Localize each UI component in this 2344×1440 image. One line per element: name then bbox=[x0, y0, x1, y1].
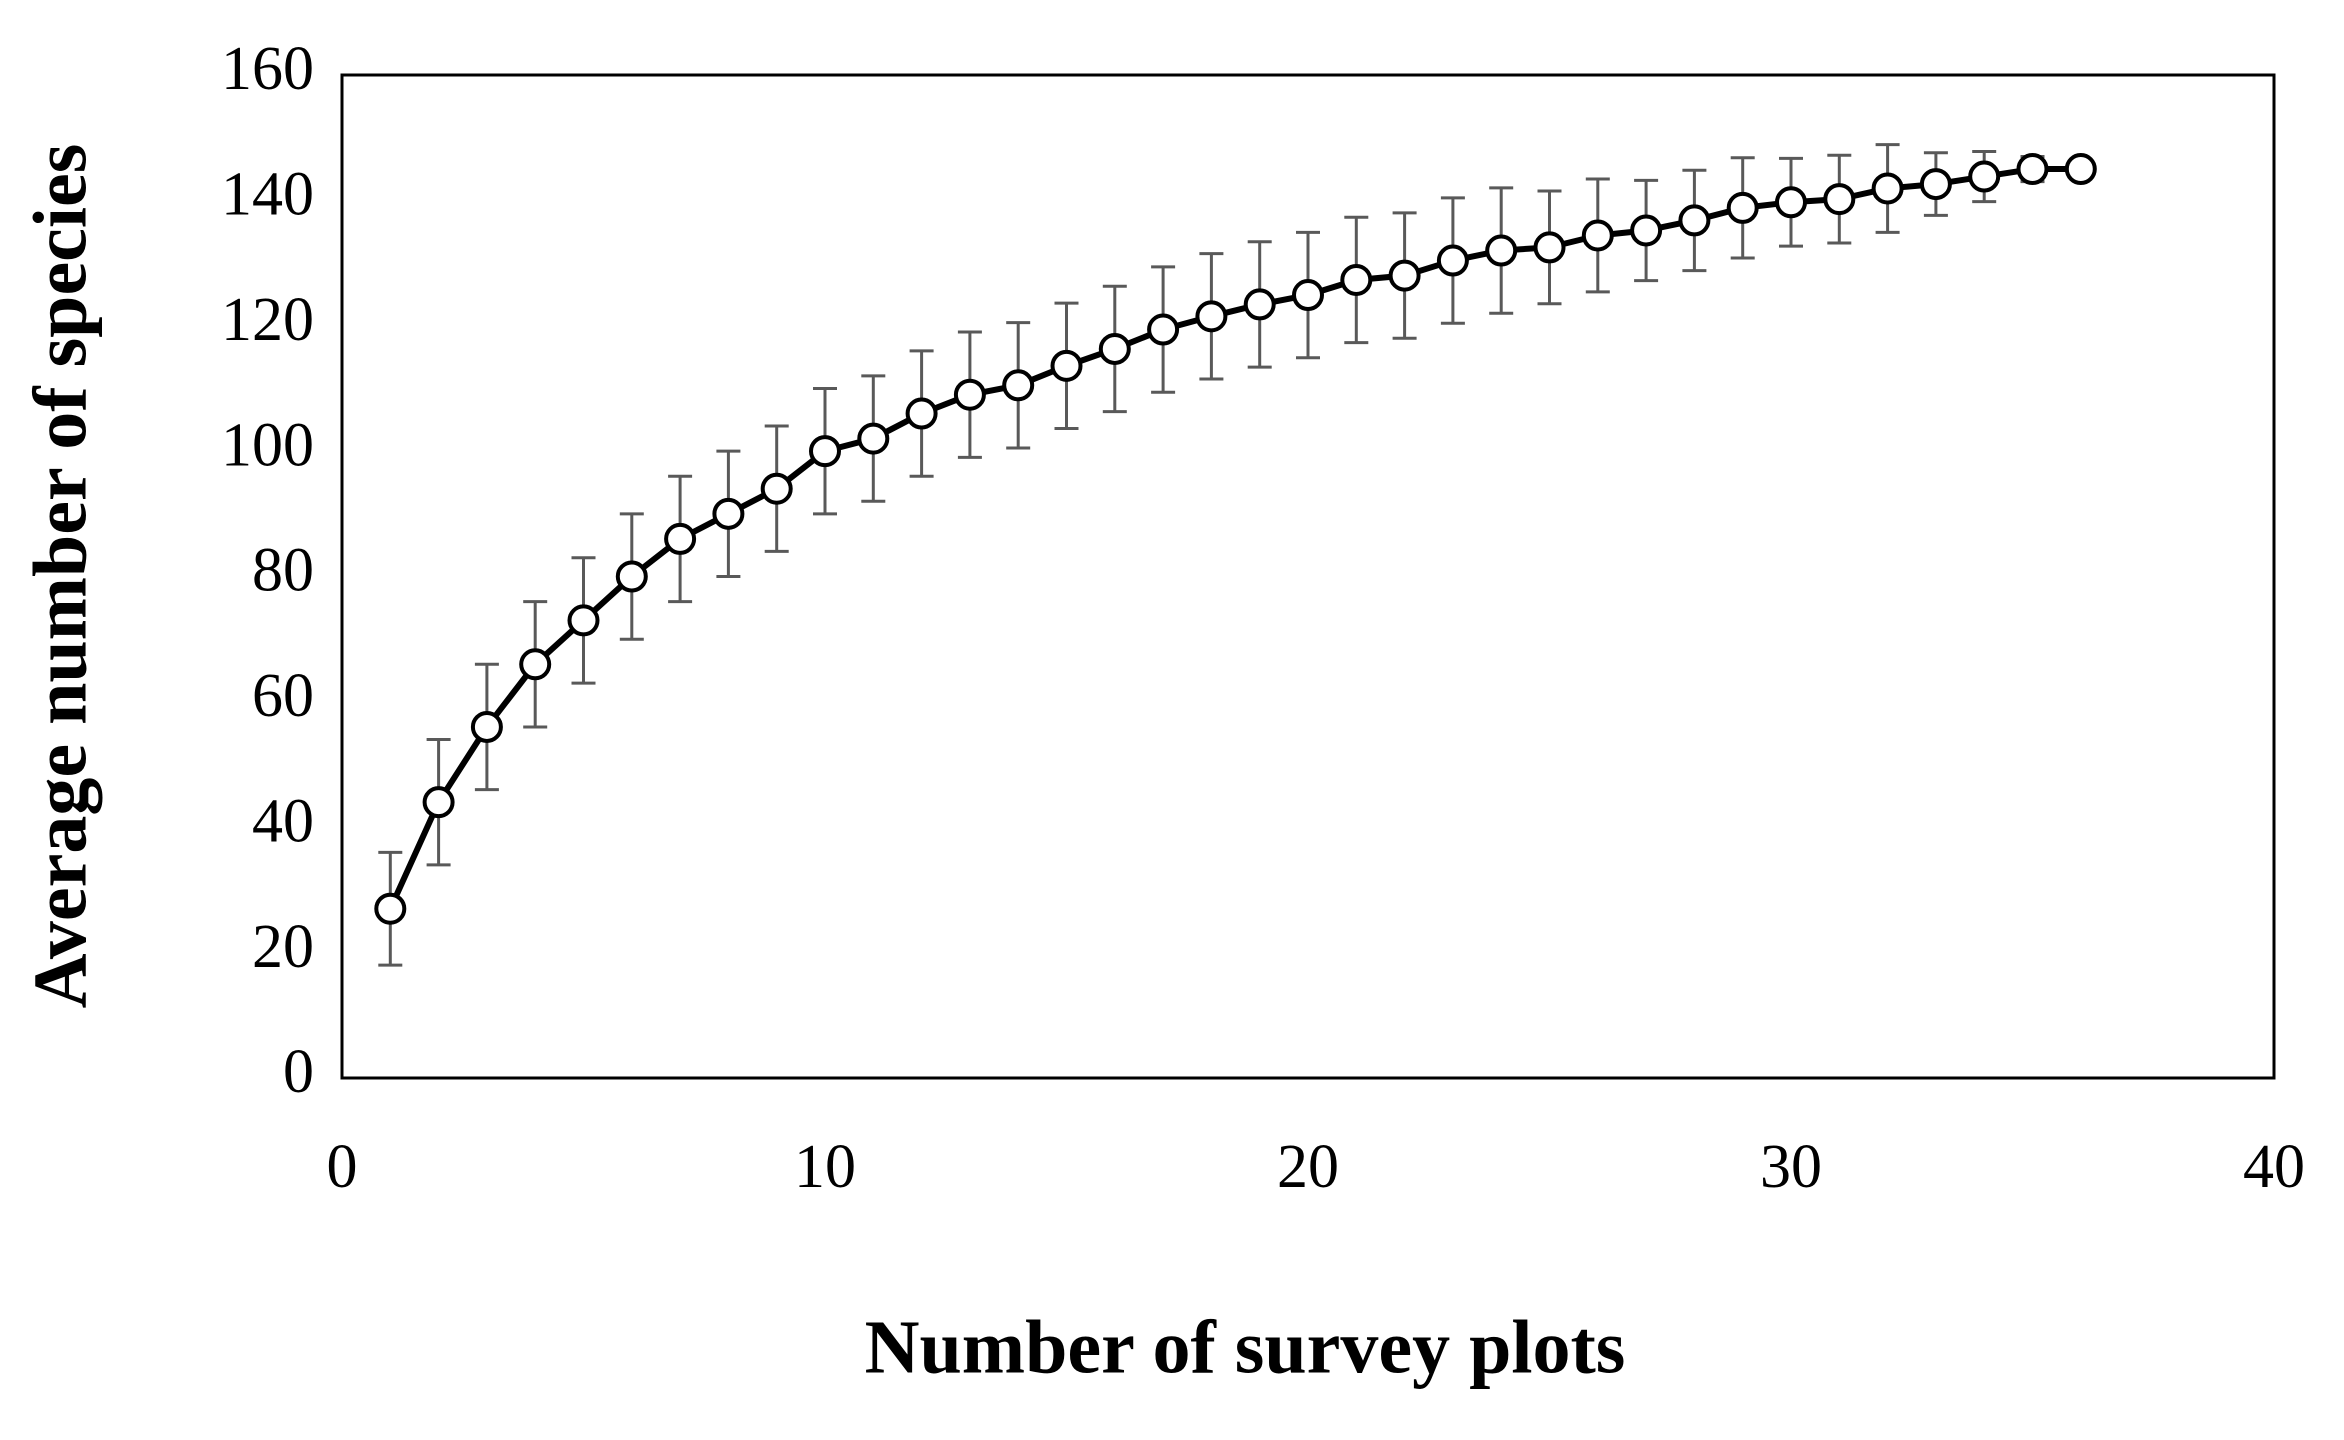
data-point bbox=[1098, 332, 1131, 365]
data-point bbox=[1726, 191, 1759, 224]
y-tick-label: 120 bbox=[221, 286, 314, 354]
y-tick-label: 100 bbox=[221, 411, 314, 479]
data-line bbox=[387, 166, 2081, 910]
y-tick-label: 0 bbox=[283, 1038, 314, 1106]
data-point bbox=[1436, 244, 1469, 277]
y-tick-label: 20 bbox=[252, 913, 314, 981]
data-point bbox=[905, 397, 938, 430]
data-point bbox=[1533, 231, 1566, 264]
data-point bbox=[1002, 369, 1035, 402]
data-point bbox=[2016, 153, 2049, 186]
data-point bbox=[1195, 300, 1228, 333]
data-point bbox=[1968, 160, 2001, 193]
x-tick-label: 10 bbox=[794, 1133, 856, 1201]
data-point bbox=[1485, 234, 1518, 267]
data-point bbox=[1388, 259, 1421, 292]
plot-frame bbox=[340, 73, 2276, 1080]
data-point bbox=[1581, 219, 1614, 252]
data-point bbox=[2064, 153, 2097, 186]
x-tick-label: 40 bbox=[2243, 1133, 2305, 1201]
data-point bbox=[1871, 172, 1904, 205]
data-point bbox=[1292, 279, 1324, 312]
data-point bbox=[1678, 204, 1711, 237]
data-point bbox=[374, 892, 407, 925]
data-point bbox=[953, 378, 986, 411]
data-point bbox=[1775, 186, 1807, 219]
x-tick-label: 0 bbox=[327, 1133, 358, 1201]
data-point bbox=[712, 497, 745, 530]
data-point bbox=[760, 472, 793, 505]
y-tick-label: 160 bbox=[221, 35, 314, 103]
data-point bbox=[1823, 183, 1856, 216]
data-point bbox=[1147, 313, 1180, 346]
data-point bbox=[1050, 349, 1083, 382]
x-tick-label: 30 bbox=[1760, 1133, 1822, 1201]
data-point bbox=[1630, 214, 1663, 247]
data-point bbox=[422, 786, 455, 819]
data-point bbox=[809, 435, 841, 468]
data-point bbox=[567, 604, 600, 637]
data-point bbox=[519, 648, 552, 681]
data-point bbox=[1340, 263, 1373, 296]
data-point bbox=[470, 710, 503, 743]
data-point bbox=[1243, 288, 1276, 321]
x-axis-title: Number of survey plots bbox=[865, 1305, 1626, 1389]
y-tick-label: 40 bbox=[252, 787, 314, 855]
data-point bbox=[664, 522, 697, 555]
data-point bbox=[857, 422, 890, 455]
y-tick-label: 60 bbox=[252, 662, 314, 730]
y-tick-label: 140 bbox=[221, 161, 314, 229]
data-point bbox=[615, 560, 648, 593]
x-tick-label: 20 bbox=[1277, 1133, 1339, 1201]
y-axis-title: Average number of species bbox=[18, 144, 102, 1009]
data-point bbox=[1919, 168, 1952, 201]
y-tick-label: 80 bbox=[252, 537, 314, 605]
